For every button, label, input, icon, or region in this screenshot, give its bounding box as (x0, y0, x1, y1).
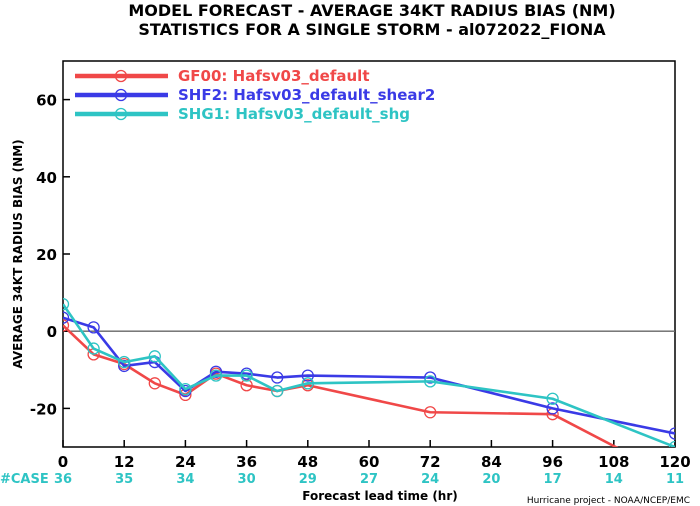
legend-marker (114, 69, 128, 83)
case-count: 24 (421, 472, 439, 487)
case-count: 35 (115, 472, 133, 487)
data-point (301, 377, 314, 390)
data-point (546, 402, 559, 415)
legend-label: GF00: Hafsv03_default (178, 67, 369, 85)
data-point (148, 377, 161, 390)
data-point (271, 384, 284, 398)
y-tick-label: 20 (36, 246, 57, 264)
data-point (271, 371, 284, 384)
data-point (301, 369, 314, 382)
legend-label: SHF2: Hafsv03_default_shear2 (178, 86, 435, 104)
data-point (424, 371, 437, 384)
data-point (63, 298, 70, 311)
data-point (424, 406, 437, 419)
y-axis-ticks: -20 0 20 40 60 (30, 92, 70, 418)
credit-text: Hurricane project - NOAA/NCEP/EMC (527, 496, 690, 506)
y-axis-label: AVERAGE 34KT RADIUS BIAS (NM) (11, 139, 25, 368)
data-point (87, 342, 100, 355)
x-tick-label: 108 (598, 453, 629, 471)
case-count: 29 (299, 472, 317, 487)
data-point (209, 365, 223, 378)
y-tick-label: 0 (47, 323, 57, 341)
y-tick-label: 40 (36, 169, 57, 187)
chart-subtitle: STATISTICS FOR A SINGLE STORM - al072022… (138, 20, 606, 39)
data-point (668, 427, 675, 440)
data-point (148, 350, 161, 363)
case-count: 36 (54, 472, 72, 487)
data-point (546, 392, 559, 405)
x-tick-label: 24 (175, 453, 196, 471)
series-2 (63, 298, 675, 447)
data-point (63, 319, 70, 332)
data-point (179, 382, 192, 396)
case-count: 30 (238, 472, 256, 487)
x-tick-label: 0 (58, 453, 68, 471)
data-point (63, 311, 70, 324)
chart-title: MODEL FORECAST - AVERAGE 34KT RADIUS BIA… (128, 1, 615, 20)
case-count: 34 (176, 472, 194, 487)
data-point (209, 369, 223, 382)
x-tick-label: 36 (236, 453, 257, 471)
legend-marker (114, 88, 128, 102)
case-count: 14 (605, 472, 623, 487)
case-count: 27 (360, 472, 378, 487)
x-tick-label: 12 (114, 453, 135, 471)
x-tick-label: 72 (420, 453, 441, 471)
case-count: 17 (544, 472, 562, 487)
data-point (240, 369, 253, 382)
x-axis-label: Forecast lead time (hr) (302, 489, 458, 503)
case-counts: 36 35 34 30 29 27 24 20 17 14 11 (54, 472, 684, 487)
case-count: 11 (666, 472, 684, 487)
x-tick-label: 120 (659, 453, 690, 471)
data-point (424, 375, 437, 388)
legend-label: SHG1: Hafsv03_default_shg (178, 105, 410, 123)
x-axis-ticks: 0 12 24 36 48 60 72 84 96 108 120 (58, 440, 691, 471)
data-point (118, 359, 131, 373)
x-tick-label: 60 (359, 453, 380, 471)
case-label: #CASE (0, 472, 49, 487)
data-point (87, 321, 100, 334)
x-tick-label: 96 (542, 453, 563, 471)
data-point (118, 355, 131, 369)
y-tick-label: -20 (30, 400, 57, 418)
series-group (63, 298, 675, 447)
y-tick-label: 60 (36, 92, 57, 110)
x-tick-label: 84 (481, 453, 502, 471)
legend-marker (114, 107, 128, 121)
series-line (63, 316, 675, 435)
x-tick-label: 48 (297, 453, 318, 471)
case-count: 20 (482, 472, 500, 487)
